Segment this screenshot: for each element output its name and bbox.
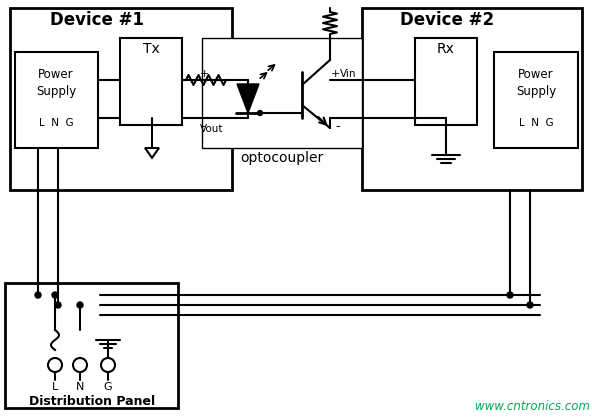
Bar — [15, 52, 98, 148]
Circle shape — [507, 292, 513, 298]
Bar — [494, 52, 578, 148]
Text: Device #2: Device #2 — [400, 11, 494, 29]
Bar — [10, 8, 232, 190]
Text: Power
Supply: Power Supply — [36, 68, 76, 98]
Text: Device #1: Device #1 — [50, 11, 144, 29]
Bar — [120, 38, 182, 125]
Bar — [5, 283, 178, 408]
Text: Tx: Tx — [143, 42, 159, 56]
Text: Power
Supply: Power Supply — [516, 68, 556, 98]
Bar — [202, 38, 362, 148]
Circle shape — [527, 302, 533, 308]
Text: Rx: Rx — [437, 42, 455, 56]
Bar — [362, 8, 582, 190]
Circle shape — [52, 292, 58, 298]
Text: Vout: Vout — [200, 124, 224, 134]
Circle shape — [55, 302, 61, 308]
Text: Vin: Vin — [340, 69, 356, 79]
Text: +: + — [200, 69, 210, 79]
Text: L  N  G: L N G — [38, 118, 73, 128]
Text: -: - — [200, 120, 204, 133]
Text: www.cntronics.com: www.cntronics.com — [475, 400, 590, 413]
Text: optocoupler: optocoupler — [240, 151, 324, 165]
Text: Distribution Panel: Distribution Panel — [29, 395, 155, 408]
Text: +: + — [330, 69, 340, 79]
Text: N: N — [76, 382, 84, 392]
Text: L: L — [52, 382, 58, 392]
Text: L  N  G: L N G — [519, 118, 554, 128]
Circle shape — [101, 358, 115, 372]
Polygon shape — [237, 84, 259, 113]
Circle shape — [48, 358, 62, 372]
Text: G: G — [104, 382, 112, 392]
Circle shape — [35, 292, 41, 298]
Circle shape — [73, 358, 87, 372]
Circle shape — [258, 110, 262, 115]
Text: -: - — [336, 120, 340, 133]
Circle shape — [77, 302, 83, 308]
Bar — [415, 38, 477, 125]
